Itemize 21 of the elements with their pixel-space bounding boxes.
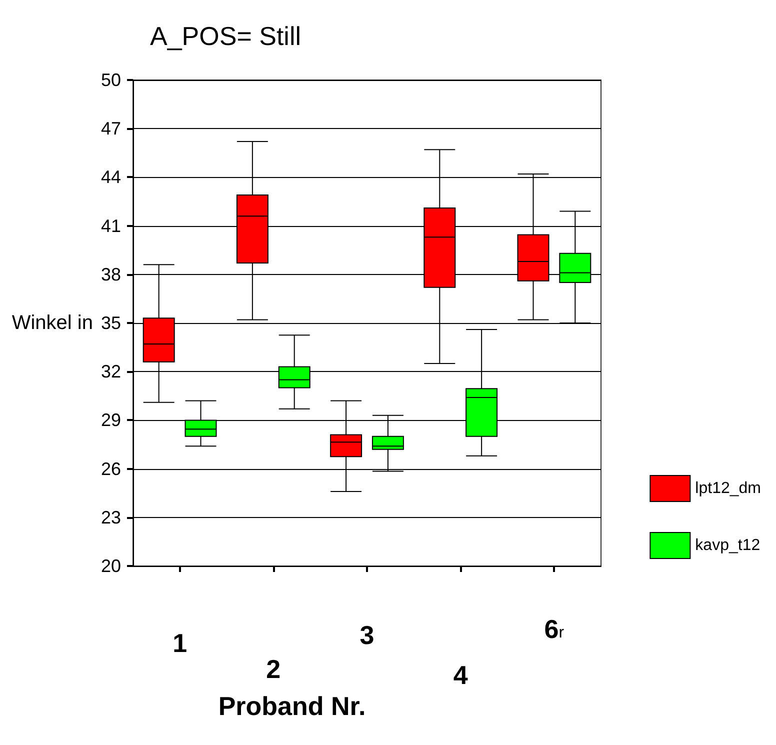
y-tick-label: 44 xyxy=(100,167,121,188)
legend-label: lpt12_dm xyxy=(695,480,762,497)
y-tick-label: 26 xyxy=(100,458,121,479)
y-tick-label: 47 xyxy=(100,118,121,139)
x-tick-label: 6r xyxy=(544,614,565,644)
y-tick-label: 41 xyxy=(100,216,121,236)
y-tick-label: 32 xyxy=(100,362,121,382)
x-tick-label: 1 xyxy=(172,628,188,658)
x-axis-title: Proband Nr. xyxy=(218,690,366,721)
y-tick-label: 20 xyxy=(100,556,121,576)
x-tick-label: 4 xyxy=(453,660,468,690)
legend-label: kavp_t12 xyxy=(695,537,760,554)
x-tick-label: 2 xyxy=(266,654,281,684)
y-tick-label: 23 xyxy=(100,507,121,528)
chart-title: A_POS= Still xyxy=(150,21,302,51)
y-tick-label: 35 xyxy=(100,313,121,333)
x-tick-label: 3 xyxy=(360,620,374,650)
y-axis-title: Winkel in xyxy=(12,312,93,334)
y-tick-label: 50 xyxy=(100,70,121,90)
y-tick-label: 29 xyxy=(100,410,121,430)
y-tick-label: 38 xyxy=(100,264,121,284)
